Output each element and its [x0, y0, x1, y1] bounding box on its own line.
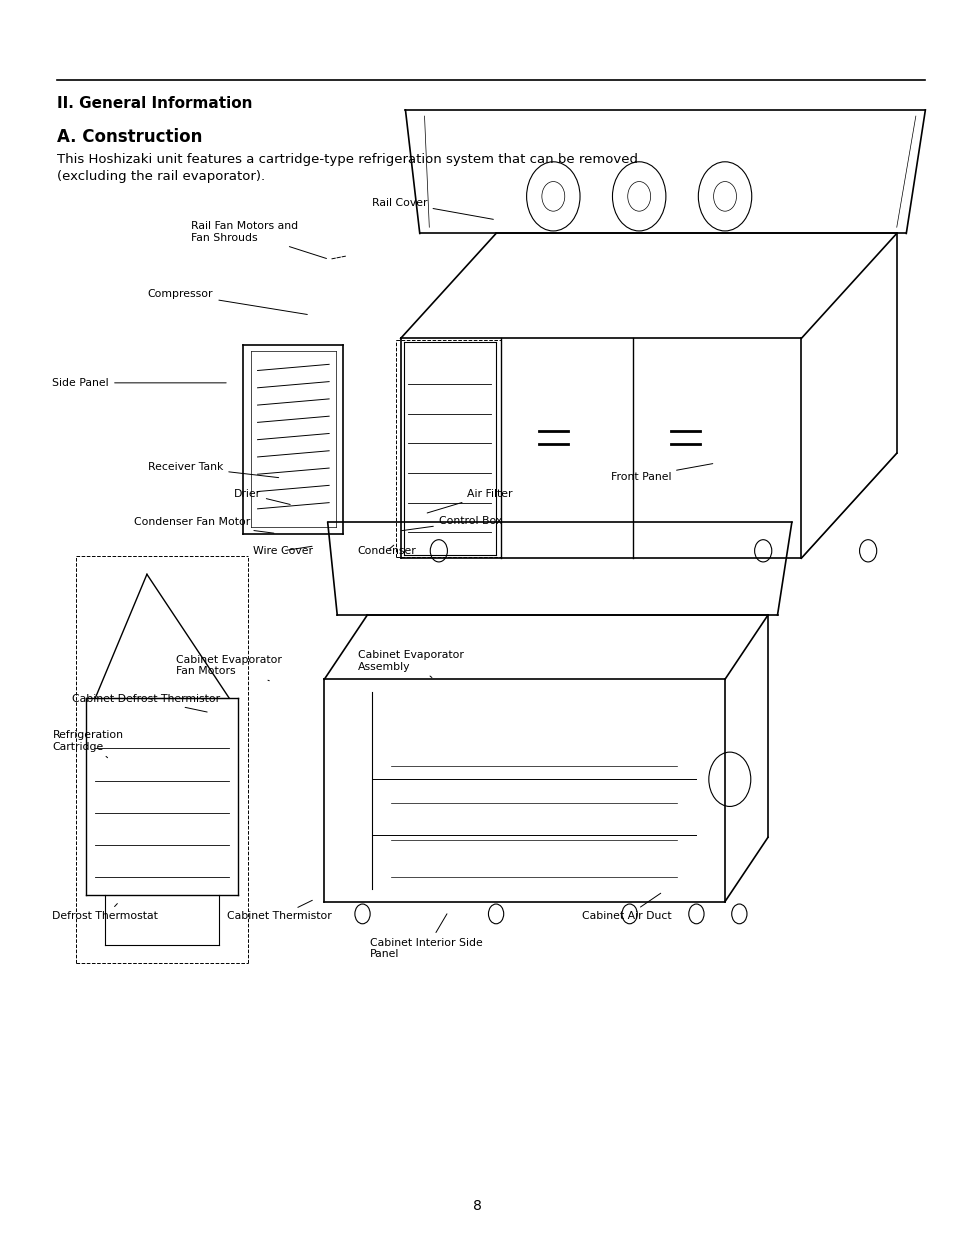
Text: This Hoshizaki unit features a cartridge-type refrigeration system that can be r: This Hoshizaki unit features a cartridge… [57, 153, 638, 167]
Text: Rail Fan Motors and
Fan Shrouds: Rail Fan Motors and Fan Shrouds [191, 221, 326, 258]
Text: Drier: Drier [233, 489, 290, 504]
Text: A. Construction: A. Construction [57, 128, 202, 147]
Text: Receiver Tank: Receiver Tank [148, 462, 278, 478]
Text: Front Panel: Front Panel [610, 463, 712, 482]
Text: Cabinet Air Duct: Cabinet Air Duct [581, 893, 671, 921]
Text: Air Filter: Air Filter [427, 489, 513, 513]
Text: Cabinet Evaporator
Assembly: Cabinet Evaporator Assembly [357, 650, 463, 678]
Text: Cabinet Evaporator
Fan Motors: Cabinet Evaporator Fan Motors [176, 655, 282, 680]
Text: Cabinet Thermistor: Cabinet Thermistor [227, 900, 332, 921]
Text: Compressor: Compressor [148, 289, 307, 315]
Text: Cabinet Interior Side
Panel: Cabinet Interior Side Panel [370, 914, 482, 960]
Text: Refrigeration
Cartridge: Refrigeration Cartridge [52, 730, 123, 758]
Text: Condenser Fan Motor: Condenser Fan Motor [133, 517, 274, 534]
Text: (excluding the rail evaporator).: (excluding the rail evaporator). [57, 170, 265, 184]
Text: Control Box: Control Box [401, 516, 501, 531]
Text: Rail Cover: Rail Cover [372, 198, 493, 220]
Text: Cabinet Defrost Thermistor: Cabinet Defrost Thermistor [71, 694, 219, 713]
Text: Defrost Thermostat: Defrost Thermostat [52, 904, 158, 921]
Text: II. General Information: II. General Information [57, 96, 253, 111]
Text: Condenser: Condenser [357, 545, 416, 556]
Text: Wire Cover: Wire Cover [253, 546, 313, 556]
Text: Side Panel: Side Panel [52, 378, 226, 388]
Text: 8: 8 [472, 1199, 481, 1213]
